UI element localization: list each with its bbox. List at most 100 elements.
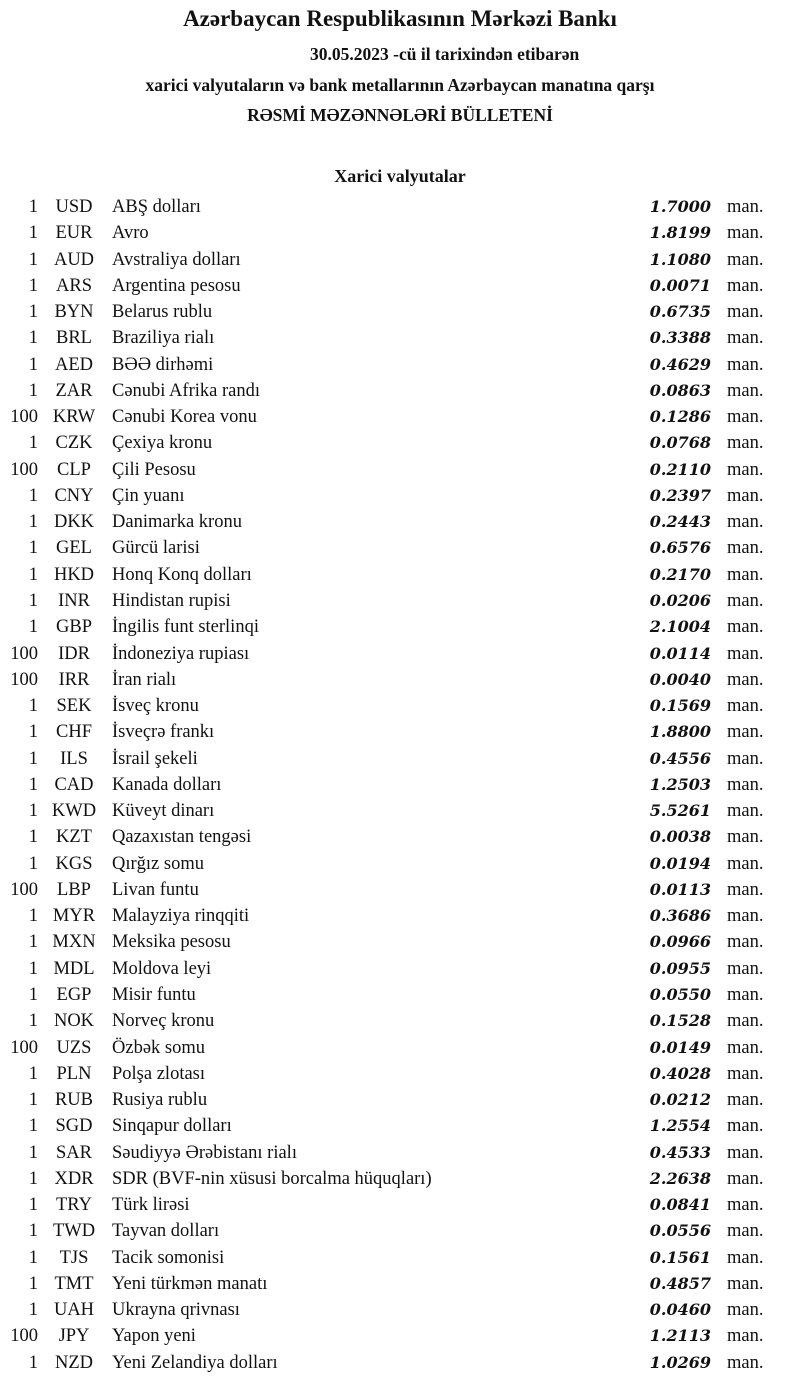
currency-name: Türk lirəsi (112, 1195, 190, 1216)
currency-name: Çin yuanı (112, 485, 185, 506)
unit-label: man. (727, 1011, 764, 1032)
rate-row: 1 KWD Küveyt dinarı 5.5261 man. (0, 798, 800, 824)
exchange-rate: 0.0966 (649, 932, 711, 952)
unit-label: man. (727, 1142, 764, 1163)
currency-code: ARS (56, 275, 92, 296)
unit-label: man. (727, 459, 764, 480)
currency-nominal: 1 (28, 223, 38, 244)
rate-row: 1 AUD Avstraliya dolları 1.1080 man. (0, 247, 800, 273)
currency-nominal: 1 (28, 302, 38, 323)
unit-label: man. (727, 853, 764, 874)
unit-label: man. (727, 249, 764, 270)
unit-label: man. (727, 722, 764, 743)
unit-label: man. (727, 774, 764, 795)
rate-row: 100 JPY Yapon yeni 1.2113 man. (0, 1323, 800, 1349)
currency-nominal: 1 (28, 433, 38, 454)
currency-nominal: 1 (28, 1168, 38, 1189)
unit-label: man. (727, 197, 764, 217)
currency-name: Livan funtu (112, 879, 199, 900)
currency-code: TWD (52, 1221, 96, 1242)
currency-name: Honq Konq dolları (112, 564, 252, 585)
rate-row: 1 CHF İsveçrə frankı 1.8800 man. (0, 719, 800, 745)
exchange-rate: 0.2397 (649, 485, 711, 505)
exchange-rate: 0.4028 (649, 1063, 711, 1083)
currency-code: ZAR (55, 380, 93, 401)
unit-label: man. (727, 827, 764, 848)
currency-name: Küveyt dinarı (112, 801, 215, 822)
unit-label: man. (727, 275, 764, 296)
currency-code: JPY (58, 1326, 90, 1347)
currency-code: GBP (56, 617, 92, 638)
exchange-rate: 1.1080 (649, 249, 711, 269)
currency-name: SDR (BVF-nin xüsusi borcalma hüquqları) (112, 1168, 432, 1189)
currency-code: HKD (53, 564, 95, 585)
currency-code: USD (55, 197, 93, 217)
currency-nominal: 1 (28, 354, 38, 375)
rates-table: 1 USD ABŞ dolları 1.7000 man. 1 EUR Avro 1.8199 m… (0, 194, 800, 1376)
exchange-rate: 0.3388 (649, 328, 711, 348)
currency-nominal: 1 (28, 197, 38, 217)
unit-label: man. (727, 1326, 764, 1347)
currency-nominal: 1 (28, 1011, 38, 1032)
exchange-rate: 1.7000 (649, 197, 711, 216)
rate-row: 1 HKD Honq Konq dolları 0.2170 man. (0, 562, 800, 588)
unit-label: man. (727, 485, 764, 506)
currency-name: Kanada dolları (112, 774, 222, 795)
currency-nominal: 1 (28, 1300, 38, 1321)
exchange-rate: 0.0206 (649, 590, 711, 610)
unit-label: man. (727, 590, 764, 611)
exchange-rate: 0.4533 (649, 1142, 711, 1162)
rate-row: 100 CLP Çili Pesosu 0.2110 man. (0, 457, 800, 483)
currency-name: Özbək somu (112, 1037, 205, 1058)
currency-name: Çili Pesosu (112, 459, 196, 480)
rate-row: 1 TMT Yeni türkmən manatı 0.4857 man. (0, 1271, 800, 1297)
currency-nominal: 100 (10, 459, 38, 480)
rate-row: 1 GEL Gürcü larisi 0.6576 man. (0, 535, 800, 561)
exchange-rate: 0.6576 (649, 538, 711, 558)
currency-code: LBP (57, 879, 91, 900)
currency-nominal: 1 (28, 1063, 38, 1084)
unit-label: man. (727, 696, 764, 717)
currency-name: Misir funtu (112, 984, 196, 1005)
currency-nominal: 1 (28, 1195, 38, 1216)
currency-code: UAH (53, 1300, 95, 1321)
currency-code: BRL (56, 328, 92, 349)
currency-nominal: 1 (28, 1090, 38, 1111)
exchange-rate: 1.8800 (649, 722, 711, 742)
currency-code: CAD (54, 774, 94, 795)
exchange-rate: 0.1528 (649, 1011, 711, 1031)
currency-name: Cənubi Afrika randı (112, 380, 260, 401)
unit-label: man. (727, 617, 764, 638)
unit-label: man. (727, 1221, 764, 1242)
unit-label: man. (727, 354, 764, 375)
currency-name: Malayziya rinqqiti (112, 906, 250, 927)
exchange-rate: 2.1004 (649, 617, 711, 637)
unit-label: man. (727, 223, 764, 244)
currency-code: CZK (55, 433, 93, 454)
rate-row: 1 SGD Sinqapur dolları 1.2554 man. (0, 1113, 800, 1139)
bank-name: Azərbaycan Respublikasının Mərkəzi Bankı (183, 6, 617, 31)
unit-label: man. (727, 1195, 764, 1216)
rate-row: 1 ARS Argentina pesosu 0.0071 man. (0, 273, 800, 299)
unit-label: man. (727, 1063, 764, 1084)
rate-row: 1 KZT Qazaxıstan tengəsi 0.0038 man. (0, 824, 800, 850)
currency-nominal: 1 (28, 1221, 38, 1242)
currency-code: TRY (56, 1195, 92, 1216)
unit-label: man. (727, 984, 764, 1005)
rate-row: 1 UAH Ukrayna qrivnası 0.0460 man. (0, 1297, 800, 1323)
currency-nominal: 1 (28, 958, 38, 979)
exchange-rate: 0.4629 (649, 354, 711, 374)
exchange-rate: 0.2170 (649, 564, 711, 584)
section-heading: Xarici valyutalar (334, 166, 466, 186)
exchange-rate: 0.2443 (649, 512, 711, 532)
rate-row: 1 INR Hindistan rupisi 0.0206 man. (0, 588, 800, 614)
unit-label: man. (727, 801, 764, 822)
exchange-rate: 5.5261 (649, 801, 711, 821)
currency-nominal: 1 (28, 774, 38, 795)
currency-nominal: 1 (28, 984, 38, 1005)
currency-code: EUR (55, 223, 93, 244)
exchange-rate: 0.0841 (649, 1195, 711, 1215)
exchange-rate: 1.0269 (649, 1352, 711, 1372)
currency-name: Cənubi Korea vonu (112, 407, 257, 428)
currency-code: KRW (52, 407, 96, 428)
